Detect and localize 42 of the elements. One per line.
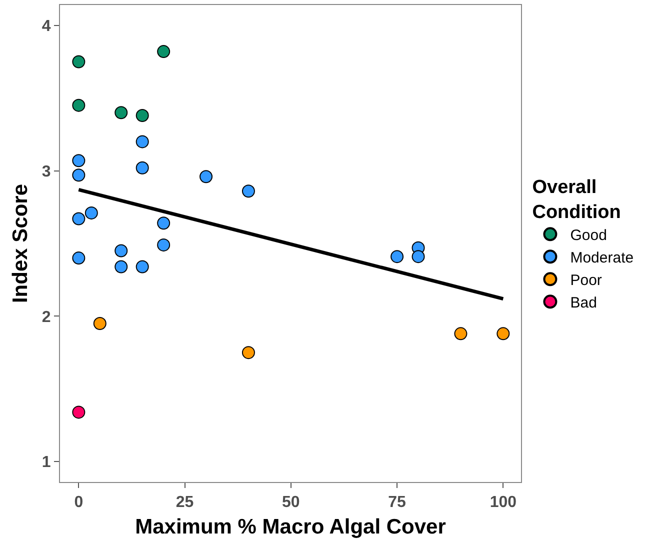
point	[136, 161, 149, 174]
x-tick-label: 25	[176, 494, 194, 512]
point	[200, 170, 213, 184]
point	[136, 135, 149, 148]
legend-label: Bad	[570, 294, 597, 312]
point	[114, 244, 128, 258]
point	[412, 250, 425, 264]
point	[72, 154, 86, 168]
legend-title: Overall Condition	[532, 177, 621, 223]
point	[242, 184, 255, 198]
point	[72, 252, 86, 265]
x-tick-label: 75	[388, 494, 406, 512]
point	[72, 406, 86, 419]
y-tick-label: 1	[42, 454, 51, 472]
x-tick-label: 50	[282, 494, 300, 512]
point	[242, 346, 255, 360]
y-axis-title: Index Score	[9, 184, 32, 304]
point	[157, 216, 170, 230]
point	[136, 260, 149, 274]
point	[496, 327, 510, 340]
point	[93, 316, 106, 330]
point	[114, 106, 128, 120]
point	[72, 168, 86, 182]
point	[454, 327, 468, 340]
y-tick-label: 4	[42, 18, 51, 35]
point	[72, 55, 86, 68]
legend-label: Good	[570, 227, 607, 244]
point	[157, 45, 170, 58]
point	[72, 98, 86, 112]
x-tick-label: 0	[74, 494, 84, 512]
x-tick-label: 100	[490, 494, 517, 512]
point	[390, 250, 404, 264]
point	[136, 109, 149, 122]
x-axis-title: Maximum % Macro Algal Cover	[135, 515, 446, 538]
point	[72, 212, 86, 226]
point	[114, 260, 128, 274]
point	[84, 206, 98, 220]
y-tick-label: 2	[42, 308, 51, 326]
legend-label: Moderate	[570, 250, 634, 266]
legend-label: Poor	[570, 272, 602, 289]
point	[157, 238, 170, 252]
y-tick-label: 3	[42, 163, 51, 180]
